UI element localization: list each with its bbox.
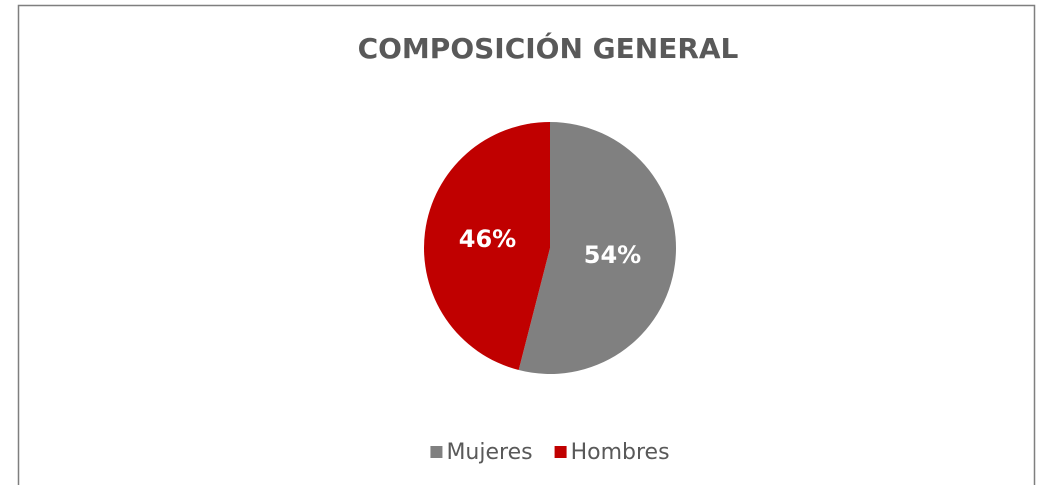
- legend-label: Hombres: [571, 440, 670, 465]
- pie-slice: [424, 122, 550, 371]
- data-label: 54%: [584, 241, 641, 269]
- legend-swatch: [554, 446, 567, 458]
- chart-title: COMPOSICIÓN GENERAL: [358, 31, 739, 65]
- legend-swatch: [430, 446, 443, 458]
- legend-label: Mujeres: [446, 440, 532, 465]
- chart-frame: [17, 4, 1036, 485]
- data-label: 46%: [459, 225, 516, 253]
- pie-slice: [518, 122, 676, 375]
